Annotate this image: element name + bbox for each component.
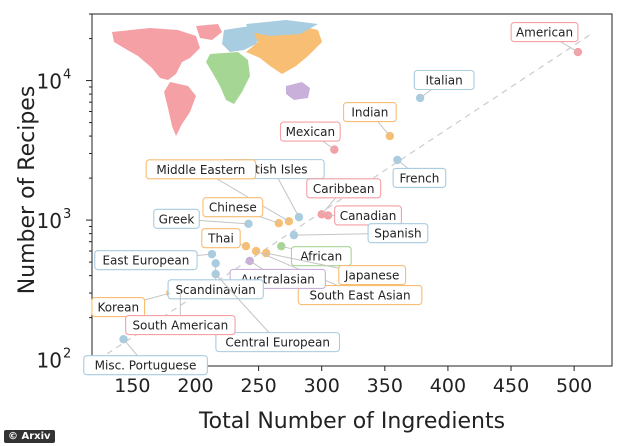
point-label-east-european: East European [102, 254, 189, 268]
data-point-spanish [289, 230, 299, 240]
x-tick-label: 400 [430, 375, 466, 397]
y-tick-exponent: 3 [63, 207, 71, 222]
map-greenland [196, 24, 222, 40]
label-box-south-east-asian [297, 284, 423, 306]
label-box-scandinavian [167, 279, 264, 300]
point-label-south-american: South American [132, 319, 228, 333]
y-tick-label: 10 [37, 349, 62, 373]
leader-line-central-european [215, 273, 279, 343]
point-label-mexican: Mexican [286, 125, 336, 139]
map-russia [246, 20, 318, 36]
y-tick-label: 10 [37, 70, 62, 94]
label-box-greek [153, 208, 200, 229]
plot-frame [91, 13, 613, 367]
label-box-spanish [367, 223, 429, 244]
point-label-japanese: Japanese [344, 269, 400, 283]
point-label-canadian: Canadian [340, 209, 397, 223]
data-point-australasian [245, 256, 254, 266]
label-box-caribbean [306, 178, 382, 199]
label-box-italian [413, 69, 475, 91]
map-north-america [112, 28, 200, 80]
label-box-east-european [94, 250, 198, 271]
point-label-misc-portuguese: Misc. Portuguese [95, 359, 197, 373]
world-map-inset [112, 20, 322, 136]
x-axis-label: Total Number of Ingredients [198, 409, 505, 434]
point-label-scandinavian: Scandinavian [175, 283, 255, 297]
label-box-thai [201, 228, 241, 249]
map-south-america [164, 82, 196, 136]
point-label-south-east-asian: South East Asian [309, 289, 410, 303]
label-box-misc-portuguese [83, 355, 208, 376]
point-label-french: French [399, 171, 439, 185]
point-label-korean: Korean [97, 301, 139, 315]
map-asia [246, 24, 322, 74]
point-label-caribbean: Caribbean [313, 182, 375, 196]
y-axis-label: Number of Recipes [15, 86, 40, 295]
point-label-chinese: Chinese [209, 201, 257, 215]
label-box-american [510, 22, 579, 43]
map-africa [206, 52, 250, 104]
label-box-south-american [125, 315, 236, 336]
map-australia [286, 82, 310, 100]
label-box-japanese [338, 265, 407, 286]
x-tick-label: 250 [240, 375, 276, 397]
point-label-spanish: Spanish [374, 227, 421, 241]
label-box-korean [91, 296, 146, 318]
y-tick-exponent: 2 [63, 347, 71, 362]
label-box-central-european [215, 332, 341, 353]
y-tick-exponent: 4 [63, 68, 71, 83]
point-label-middle-eastern: Middle Eastern [156, 163, 245, 177]
point-label-african: African [300, 250, 342, 264]
point-label-greek: Greek [159, 212, 195, 226]
point-label-italian: Italian [426, 74, 463, 88]
x-tick-label: 150 [114, 375, 150, 397]
label-box-chinese [202, 197, 264, 218]
x-tick-label: 450 [493, 375, 529, 397]
label-box-indian [343, 102, 397, 123]
point-label-thai: Thai [207, 232, 234, 246]
label-box-mexican [279, 121, 341, 142]
label-box-french [392, 167, 447, 188]
point-label-indian: Indian [351, 106, 388, 120]
point-label-american: American [516, 26, 573, 40]
watermark: © Arxiv [4, 430, 55, 443]
map-europe [222, 26, 262, 52]
x-tick-label: 300 [304, 375, 340, 397]
x-tick-label: 200 [177, 375, 213, 397]
point-label-central-european: Central European [225, 336, 330, 350]
label-box-middle-eastern [145, 159, 257, 180]
y-tick-label: 10 [37, 209, 62, 233]
x-tick-label: 350 [367, 375, 403, 397]
x-tick-label: 500 [556, 375, 592, 397]
